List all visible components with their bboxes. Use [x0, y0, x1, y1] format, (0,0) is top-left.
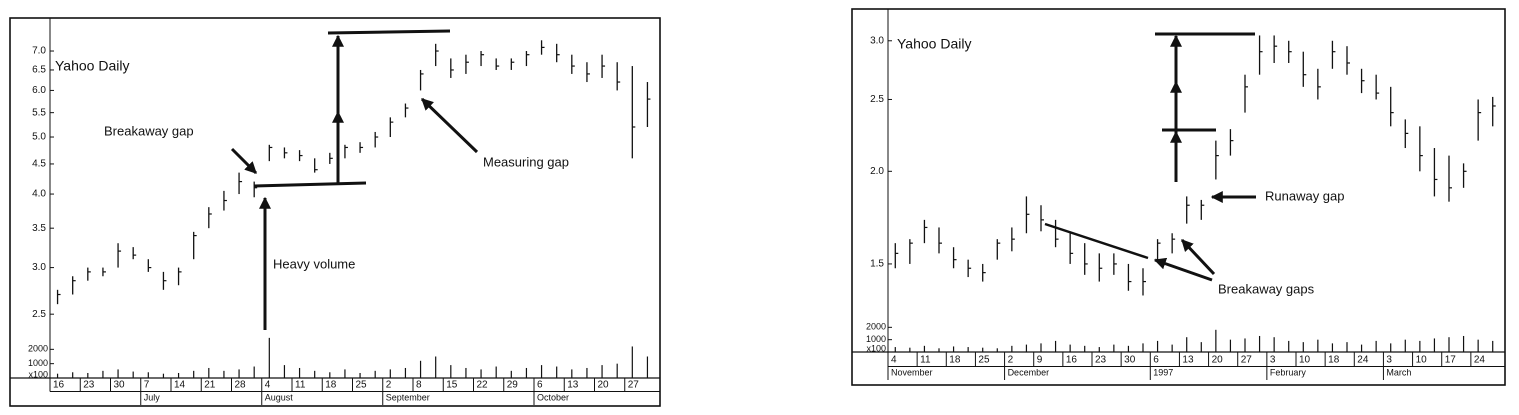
x-tick-label: 2	[1008, 355, 1014, 366]
x-tick-label: 27	[628, 380, 640, 391]
annotation-arrow	[1180, 238, 1216, 276]
x-tick-label: 9	[1037, 355, 1043, 366]
x-tick-label: 4	[891, 355, 897, 366]
annotation-label: Breakaway gap	[104, 123, 194, 138]
x-tick-label: 10	[1416, 355, 1428, 366]
y-tick-label: 5.5	[32, 107, 46, 118]
y2-tick-label: 1000	[866, 334, 886, 344]
x-tick-label: 24	[1474, 355, 1486, 366]
y-tick-label: 2.5	[870, 94, 884, 105]
x-tick-label: 25	[356, 380, 368, 391]
chart-title: Yahoo Daily	[897, 36, 971, 52]
y-tick-label: 6.5	[32, 65, 46, 76]
chart-frame	[9, 17, 661, 407]
x-tick-label: 20	[1212, 355, 1224, 366]
x-tick-label: 2	[386, 380, 392, 391]
x-tick-label: 11	[295, 380, 306, 391]
y-tick-label: 3.0	[32, 262, 46, 273]
y-tick-label: 1.5	[870, 259, 884, 270]
x-tick-label: 18	[325, 380, 337, 391]
y-tick-label: 4.5	[32, 159, 46, 170]
x-tick-label: 18	[949, 355, 961, 366]
chart-frame	[851, 8, 1506, 386]
x-tick-label: 16	[53, 380, 65, 391]
x-tick-label: 10	[1299, 355, 1311, 366]
chart-title: Yahoo Daily	[55, 58, 129, 74]
annotation-arrow	[420, 97, 479, 154]
x-tick-label: 8	[416, 380, 422, 391]
month-label: 1997	[1153, 367, 1173, 377]
x-tick-label: 13	[1182, 355, 1194, 366]
x-tick-label: 6	[1153, 355, 1159, 366]
measure-line	[327, 29, 451, 35]
x-tick-label: 20	[598, 380, 610, 391]
annotation-label: Heavy volume	[273, 256, 355, 271]
annotation-label: Breakaway gaps	[1218, 281, 1315, 296]
x-tick-label: 16	[1066, 355, 1078, 366]
y-tick-label: 6.0	[32, 85, 46, 96]
x-tick-label: 30	[114, 380, 126, 391]
y-tick-label: 2.5	[32, 309, 46, 320]
annotation-arrow	[230, 147, 258, 175]
x-tick-label: 3	[1270, 355, 1276, 366]
x-tick-label: 28	[235, 380, 247, 391]
annotations-left: Breakaway gap Measuring gap Heavy volume	[104, 29, 569, 330]
trend-line	[1044, 222, 1149, 260]
month-label: July	[144, 392, 161, 402]
chart: Yahoo Daily 1.5 2.0 2.5 3.0 1000 2000 x100 4Nove…	[851, 8, 1506, 386]
x-tick-label: 25	[978, 355, 990, 366]
month-label: August	[265, 392, 294, 402]
x-tick-label: 29	[507, 380, 519, 391]
y2-tick-label: 2000	[28, 344, 48, 354]
x-tick-label: 7	[144, 380, 150, 391]
y-tick-label: 4.0	[32, 189, 46, 200]
x-tick-label: 15	[446, 380, 458, 391]
month-label: October	[537, 392, 569, 402]
month-label: December	[1008, 367, 1050, 377]
x-tick-label: 3	[1386, 355, 1392, 366]
x-tick-label: 24	[1357, 355, 1369, 366]
y-tick-label: 3.5	[32, 223, 46, 234]
x-tick-label: 23	[1095, 355, 1107, 366]
month-label: February	[1270, 367, 1307, 377]
y2-tick-label: 2000	[866, 322, 886, 332]
annotation-label: Measuring gap	[483, 154, 569, 169]
month-label: November	[891, 367, 933, 377]
x-tick-label: 6	[537, 380, 543, 391]
y-tick-label: 3.0	[870, 35, 884, 46]
month-label: March	[1386, 367, 1411, 377]
annotation-arrow	[1153, 257, 1213, 282]
x-tick-label: 30	[1124, 355, 1136, 366]
chart: Yahoo Daily 2.5 3.0 3.5 4.0 4.5 5.0 5.5 6.0 6.5 7.…	[9, 17, 661, 407]
x-tick-label: 23	[83, 380, 95, 391]
x-tick-label: 14	[174, 380, 186, 391]
annotation-label: Runaway gap	[1265, 188, 1345, 203]
x-tick-label: 4	[265, 380, 271, 391]
x-tick-label: 21	[204, 380, 216, 391]
y-tick-label: 7.0	[32, 46, 46, 57]
measure-line	[253, 181, 367, 188]
x-tick-label: 17	[1445, 355, 1457, 366]
x-tick-label: 13	[567, 380, 579, 391]
x-tick-label: 11	[920, 355, 931, 366]
volume-unit: x100	[28, 369, 48, 379]
x-tick-label: 18	[1328, 355, 1340, 366]
annotations-right: Runaway gap Breakaway gaps	[1044, 32, 1345, 296]
volume-unit: x100	[866, 343, 886, 353]
x-tick-label: 27	[1241, 355, 1253, 366]
y2-tick-label: 1000	[28, 358, 48, 368]
x-tick-label: 22	[477, 380, 489, 391]
y-tick-label: 5.0	[32, 132, 46, 143]
month-label: September	[386, 392, 430, 402]
y-tick-label: 2.0	[870, 166, 884, 177]
